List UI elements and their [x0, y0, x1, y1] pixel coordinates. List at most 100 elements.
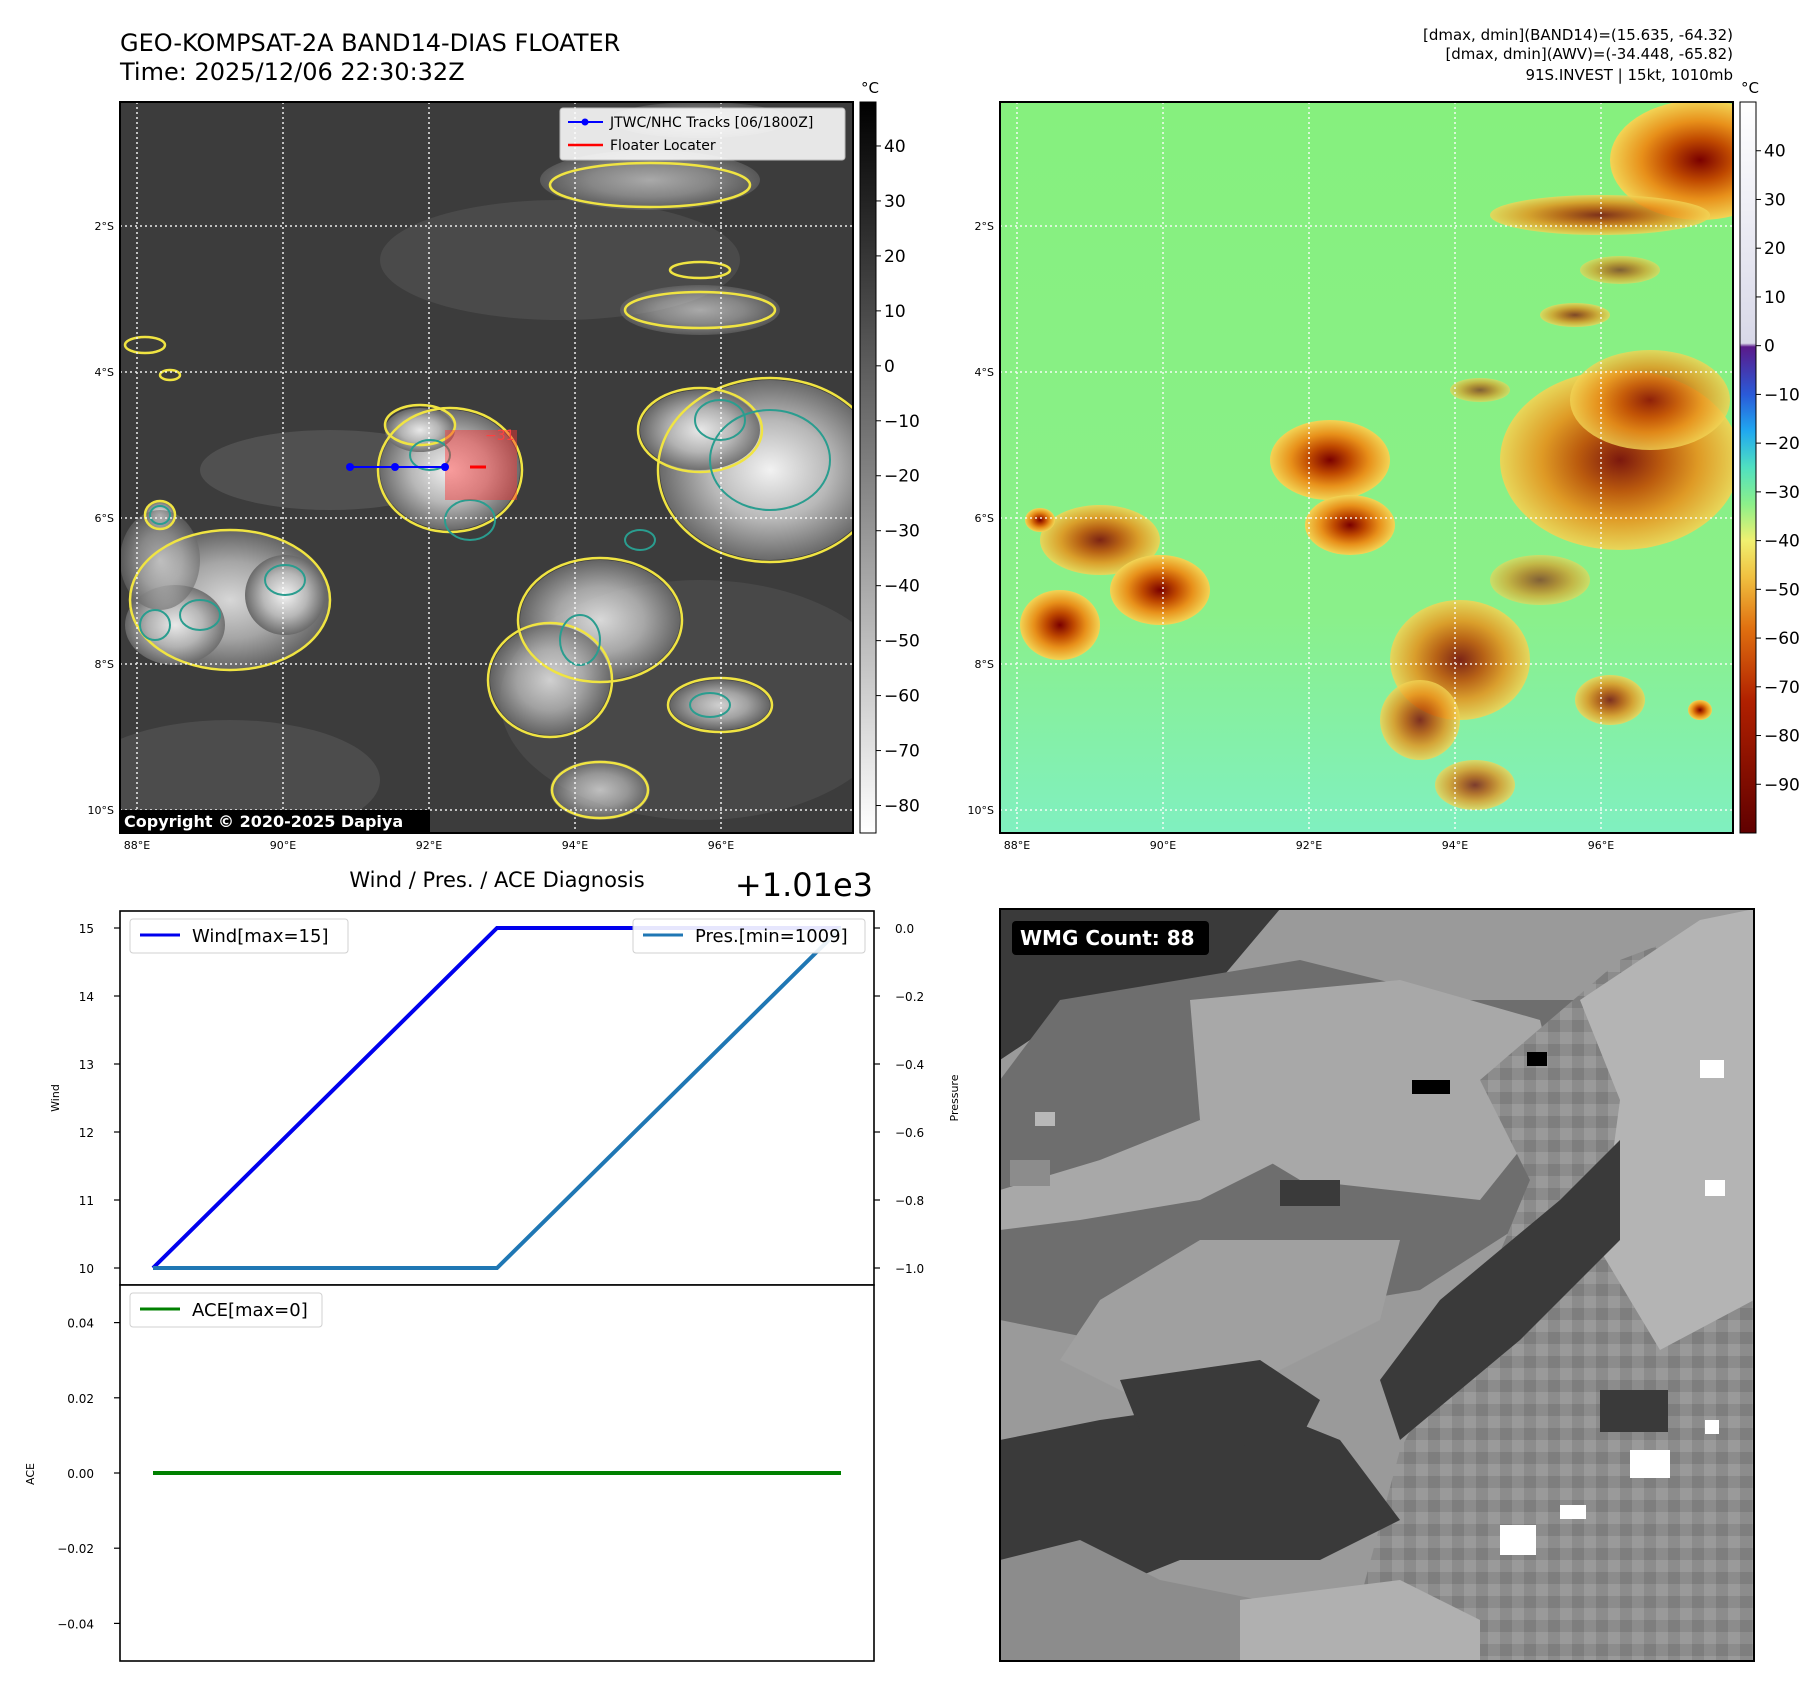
pressure-series-line: [153, 926, 843, 1270]
ace-y-tick-label: −0.02: [57, 1542, 94, 1556]
pressure-ylabel: Pressure: [948, 1074, 961, 1121]
contour-label: −31: [485, 428, 515, 444]
colorbar-tick-label: −50: [884, 632, 920, 652]
wind-pressure-axes: [119, 910, 875, 1286]
wv-colorbar-unit: °C: [1741, 79, 1759, 97]
ir-gridlines: [120, 102, 853, 833]
wv-lat-label: 8°S: [975, 658, 994, 671]
colorbar-tick-label: −60: [1764, 629, 1800, 649]
ir-lon-label: 92°E: [416, 839, 442, 852]
colorbar-tick-label: −50: [1764, 580, 1800, 600]
track-point: [391, 463, 399, 471]
pressure-legend: Pres.[min=1009]: [632, 918, 866, 954]
storm-info: 91S.INVEST | 15kt, 1010mb: [1525, 66, 1733, 84]
colorbar-tick-label: −20: [1764, 434, 1800, 454]
colorbar-tick-label: 10: [1764, 288, 1786, 308]
colorbar-tick-label: 0: [884, 357, 895, 377]
ace-y-tick-label: 0.00: [67, 1467, 94, 1481]
ir-contours-yellow: [123, 161, 853, 820]
colorbar-tick-label: 20: [1764, 239, 1786, 259]
ir-lat-labels: 2°S 4°S 6°S 8°S 10°S: [88, 220, 114, 817]
ir-lat-label: 8°S: [95, 658, 114, 671]
track-point: [346, 463, 354, 471]
ace-y-ticks: 0.04 0.02 0.00 −0.02 −0.04: [57, 1317, 120, 1631]
wind-y-tick-label: 11: [79, 1194, 94, 1208]
figure-time: Time: 2025/12/06 22:30:32Z: [119, 58, 465, 86]
colorbar-tick-label: −70: [1764, 678, 1800, 698]
wv-lon-label: 94°E: [1442, 839, 1468, 852]
copyright: Copyright © 2020-2025 Dapiya: [124, 812, 403, 831]
wind-y-tick-label: 12: [79, 1126, 94, 1140]
wind-legend: Wind[max=15]: [129, 918, 349, 954]
wv-lat-label: 6°S: [975, 512, 994, 525]
ace-ylabel: ACE: [24, 1463, 37, 1485]
wv-lon-labels: 88°E 90°E 92°E 94°E 96°E: [1004, 839, 1614, 852]
wind-legend-label: Wind[max=15]: [192, 926, 329, 947]
ace-y-tick-label: 0.02: [67, 1392, 94, 1406]
wv-lon-label: 96°E: [1588, 839, 1614, 852]
wmg-label-bg: [1012, 921, 1209, 955]
wv-colorbar-ticks: 40 30 20 10 0 −10 −20 −30 −40 −50 −60 −70 −80 −90: [1756, 142, 1800, 795]
ace-legend-label: ACE[max=0]: [192, 1300, 308, 1321]
ir-colorbar-unit: °C: [861, 79, 879, 97]
colorbar-tick-label: −90: [1764, 775, 1800, 795]
diagnosis-chart: Wind / Pres. / ACE Diagnosis +1.01e3 15 1…: [24, 866, 961, 1662]
wind-y-tick-label: 10: [79, 1262, 94, 1276]
pressure-legend-label: Pres.[min=1009]: [695, 926, 848, 947]
pressure-offset: +1.01e3: [735, 866, 873, 904]
colorbar-tick-label: −30: [884, 522, 920, 542]
pressure-y-tick-label: 0.0: [895, 922, 914, 936]
colorbar-tick-label: −80: [1764, 727, 1800, 747]
wv-lat-label: 10°S: [968, 804, 994, 817]
wv-image: [1000, 102, 1733, 833]
stats-band14: [dmax, dmin](BAND14)=(15.635, -64.32): [1423, 26, 1733, 44]
wv-lat-label: 2°S: [975, 220, 994, 233]
storm-track: [346, 463, 486, 471]
wv-lon-label: 90°E: [1150, 839, 1176, 852]
copyright-bg: [120, 810, 430, 833]
wv-lon-label: 88°E: [1004, 839, 1030, 852]
ace-y-tick-label: 0.04: [67, 1317, 94, 1331]
colorbar-tick-label: 40: [884, 137, 906, 157]
wmg-image: [1000, 909, 1754, 1661]
ir-image: −31: [120, 102, 853, 833]
pressure-y-tick-label: −0.6: [895, 1126, 924, 1140]
wv-lon-label: 92°E: [1296, 839, 1322, 852]
pressure-y-tick-label: −1.0: [895, 1262, 924, 1276]
colorbar-tick-label: 30: [884, 192, 906, 212]
colorbar-tick-label: −70: [884, 742, 920, 762]
ace-y-tick-label: −0.04: [57, 1617, 94, 1631]
colorbar-tick-label: −40: [1764, 532, 1800, 552]
ir-lat-label: 6°S: [95, 512, 114, 525]
ir-lon-labels: 88°E 90°E 92°E 94°E 96°E: [124, 839, 734, 852]
track-point: [441, 463, 449, 471]
colorbar-tick-label: −30: [1764, 483, 1800, 503]
figure-title: GEO-KOMPSAT-2A BAND14-DIAS FLOATER: [120, 29, 620, 57]
colorbar-tick-label: 40: [1764, 142, 1786, 162]
ir-lon-label: 88°E: [124, 839, 150, 852]
colorbar-tick-label: −60: [884, 687, 920, 707]
ir-lon-label: 90°E: [270, 839, 296, 852]
colorbar-tick-label: −10: [884, 412, 920, 432]
diagnosis-title: Wind / Pres. / ACE Diagnosis: [349, 868, 644, 892]
wv-frame: [999, 101, 1734, 834]
wmg-count-label: WMG Count: 88: [1020, 926, 1195, 950]
colorbar-tick-label: −20: [884, 467, 920, 487]
colorbar-tick-label: −80: [884, 797, 920, 817]
wind-y-tick-label: 13: [79, 1058, 94, 1072]
wv-gridlines: [1000, 102, 1733, 833]
wind-y-tick-label: 15: [79, 922, 94, 936]
colorbar-tick-label: 0: [1764, 337, 1775, 357]
colorbar-tick-label: 20: [884, 247, 906, 267]
ir-lat-label: 2°S: [95, 220, 114, 233]
wmg-frame: [999, 908, 1755, 1662]
ir-lon-label: 96°E: [708, 839, 734, 852]
colorbar-tick-label: 30: [1764, 190, 1786, 210]
wv-lat-labels: 2°S 4°S 6°S 8°S 10°S: [968, 220, 994, 817]
ir-lat-label: 10°S: [88, 804, 114, 817]
ir-colorbar-ticks: 40 30 20 10 0 −10 −20 −30 −40 −50 −60 −70 −80: [876, 137, 920, 817]
colorbar-tick-label: −40: [884, 577, 920, 597]
pressure-y-ticks: 0.0 −0.2 −0.4 −0.6 −0.8 −1.0: [874, 922, 924, 1276]
ir-legend: JTWC/NHC Tracks [06/1800Z] Floater Locat…: [559, 107, 846, 161]
